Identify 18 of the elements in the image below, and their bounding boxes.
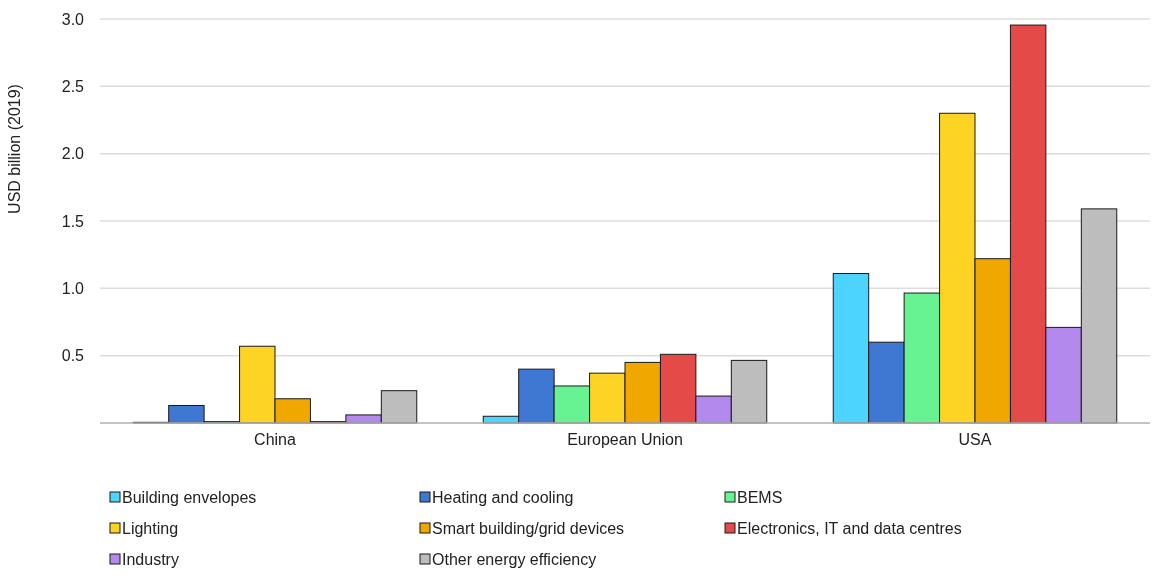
y-tick-label: 1.0 — [61, 279, 85, 297]
x-tick-label: China — [254, 431, 296, 448]
legend-label: Other energy efficiency — [432, 550, 597, 568]
legend-label: Electronics, IT and data centres — [737, 519, 962, 537]
legend-label: Smart building/grid devices — [432, 519, 625, 537]
y-tick-label: 2.0 — [61, 145, 85, 163]
y-tick-label: 1.5 — [61, 212, 85, 230]
x-tick-label: European Union — [567, 431, 683, 448]
x-tick-label: USA — [958, 431, 992, 448]
legend-label: Lighting — [122, 519, 179, 537]
y-tick-label: 0.5 — [61, 347, 85, 365]
legend-label: Building envelopes — [122, 488, 257, 506]
y-axis-title: USD billion (2019) — [6, 84, 23, 214]
legend-label: Heating and cooling — [432, 488, 574, 506]
legend-label: BEMS — [737, 488, 783, 506]
y-tick-label: 3.0 — [61, 10, 85, 28]
legend-label: Industry — [122, 550, 179, 568]
y-tick-label: 2.5 — [61, 77, 85, 95]
